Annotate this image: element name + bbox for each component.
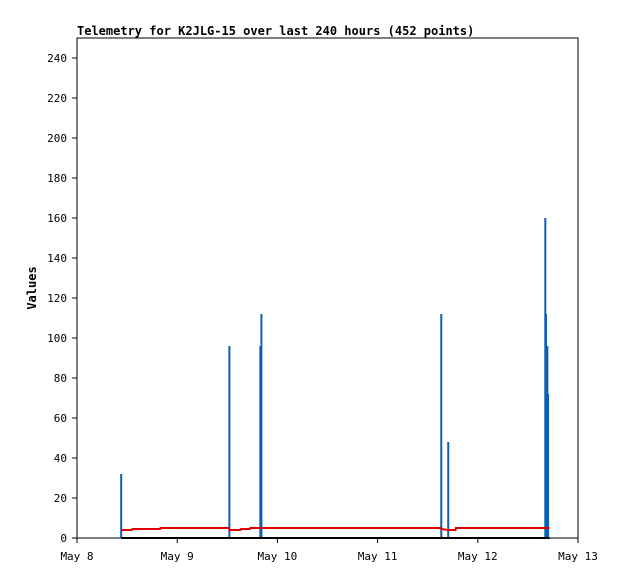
y-tick-label: 100 (47, 332, 67, 345)
x-tick-label: May 8 (60, 550, 93, 563)
y-tick-label: 40 (54, 452, 67, 465)
y-tick-label: 140 (47, 252, 67, 265)
axes-layer: 0 20 40 60 80 100 120 140 160 180 200 220 240 May 8 Ma… (47, 37, 598, 563)
y-tick-label: 160 (47, 212, 67, 225)
y-tick-label: 200 (47, 132, 67, 145)
y-tick-label: 180 (47, 172, 67, 185)
y-tick-label: 240 (47, 52, 67, 65)
y-tick-label: 20 (54, 492, 67, 505)
y-tick-label: 120 (47, 292, 67, 305)
y-tick-label: 80 (54, 372, 67, 385)
y-tick-label: 60 (54, 412, 67, 425)
x-tick-label: May 9 (161, 550, 194, 563)
plot-area (120, 218, 550, 539)
x-tick-label: May 13 (558, 550, 598, 563)
x-tick-label: May 10 (258, 550, 298, 563)
x-tick-label: May 11 (358, 550, 398, 563)
y-tick-label: 0 (60, 532, 67, 545)
x-tick-label: May 12 (458, 550, 498, 563)
chart-title: Telemetry for K2JLG-15 over last 240 hou… (77, 24, 474, 38)
plot-frame (76, 37, 579, 539)
baseline-series-line (121, 527, 550, 531)
y-tick-label: 220 (47, 92, 67, 105)
y-axis-label: Values (25, 266, 39, 309)
